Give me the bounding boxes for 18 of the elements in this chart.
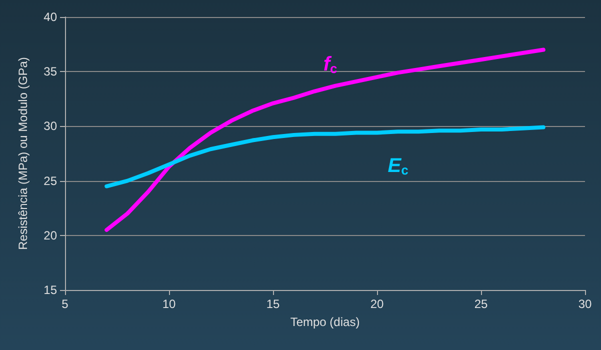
line-series	[104, 125, 546, 188]
series-label: fc	[323, 53, 338, 76]
line-series	[104, 48, 546, 232]
x-tick-label: 20	[370, 297, 384, 311]
x-tick-label: 30	[578, 297, 592, 311]
x-tick-label: 10	[162, 297, 176, 311]
y-tick-label: 25	[44, 174, 58, 188]
x-tick-label: 15	[266, 297, 280, 311]
y-tick-label: 30	[44, 119, 58, 134]
y-tick-label: 40	[44, 10, 58, 24]
y-tick-label: 15	[44, 283, 58, 297]
x-tick-label: 25	[474, 297, 488, 311]
y-tick-label: 20	[44, 228, 58, 242]
y-axis-title: Resistência (MPa) ou Modulo (GPa)	[16, 57, 30, 250]
x-tick-label: 5	[62, 297, 69, 311]
y-tick-label: 35	[44, 64, 58, 79]
series-label: Ec	[388, 155, 408, 178]
x-axis-title: Tempo (dias)	[290, 315, 360, 329]
